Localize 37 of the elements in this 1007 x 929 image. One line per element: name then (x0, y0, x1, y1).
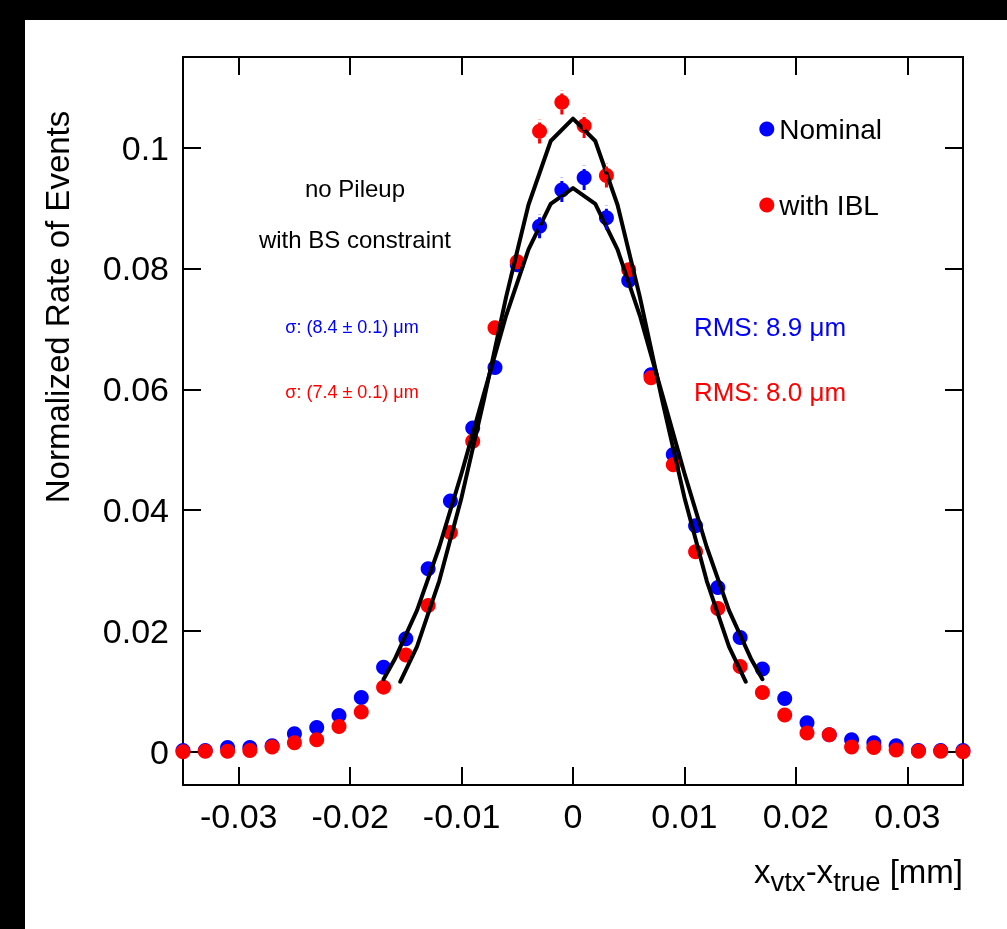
point (844, 739, 860, 755)
point (309, 732, 325, 748)
y-tick-label: 0.08 (102, 249, 169, 288)
x-tick-label: 0.01 (651, 797, 718, 835)
point (777, 691, 793, 707)
point (888, 742, 904, 758)
annotation: RMS: 8.9 μm (693, 312, 847, 342)
legend-label: Nominal (779, 113, 882, 145)
annotation: no Pileup (304, 174, 406, 202)
x-tick-label: -0.03 (199, 797, 278, 835)
annotation: σ: (7.4 ± 0.1) μm (285, 382, 419, 402)
x-tick-label: 0 (563, 797, 583, 835)
x-tick-label: -0.01 (422, 797, 501, 835)
x-tick-label: 0.02 (762, 797, 829, 835)
point (309, 720, 325, 736)
point (754, 685, 770, 701)
y-tick-label: 0.06 (102, 370, 169, 409)
y-tick-label: 0.02 (102, 611, 169, 650)
y-tick-label: 0.04 (102, 491, 169, 530)
y-tick-label: 0.1 (121, 128, 169, 167)
x-tick-label: -0.02 (311, 797, 389, 835)
y-tick-label: 0 (150, 732, 169, 771)
point (777, 707, 793, 723)
annotation: RMS: 8.0 μm (693, 377, 847, 407)
x-tick-label: 0.03 (874, 797, 941, 835)
x-axis-title: x$_{vtx}$-x$_{true}$ [mm] (753, 853, 963, 897)
point (353, 689, 369, 705)
point (799, 725, 815, 741)
point (866, 740, 882, 756)
annotation: σ: (8.4 ± 0.1) μm (285, 317, 419, 337)
point (376, 679, 392, 695)
point (286, 735, 302, 751)
y-axis-title: Normalized Rate of Events (38, 110, 76, 504)
legend-label: with IBL (778, 189, 879, 221)
point (331, 718, 347, 734)
annotation: with BS constraint (257, 225, 452, 253)
point (353, 704, 369, 720)
